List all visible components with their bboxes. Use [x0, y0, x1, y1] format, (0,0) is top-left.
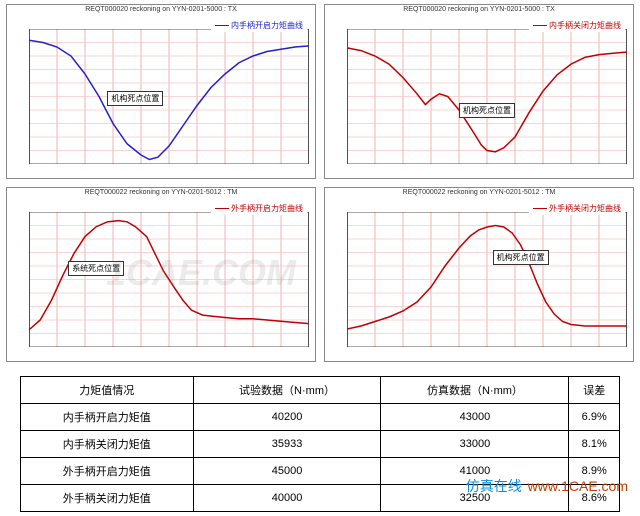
cell-test: 40000: [193, 485, 381, 512]
legend-label: 内手柄开启力矩曲线: [231, 21, 303, 30]
footer-url: www.1CAE.com: [528, 478, 628, 494]
col-header: 试验数据（N·mm）: [193, 377, 381, 404]
chart-frame: REQT000020 reckoning on YYN-0201-5000 : …: [6, 4, 316, 179]
chart-legend: 内手柄关闭力矩曲线: [529, 19, 625, 32]
dead-point-label: 机构死点位置: [493, 250, 549, 265]
cell-err: 6.9%: [569, 404, 620, 431]
chart-legend: 外手柄关闭力矩曲线: [529, 202, 625, 215]
legend-swatch: [533, 208, 547, 209]
table-row: 内手柄关闭力矩值 35933 33000 8.1%: [21, 431, 620, 458]
chart-frame: REQT000022 reckoning on YYN-0201-5012 : …: [324, 187, 634, 362]
legend-swatch: [215, 208, 229, 209]
chart-outer-close: REQT000022 reckoning on YYN-0201-5012 : …: [324, 187, 634, 362]
chart-svg: [29, 212, 309, 347]
plot-area: 机构死点位置: [347, 29, 627, 164]
chart-svg: [29, 29, 309, 164]
chart-caption: REQT000022 reckoning on YYN-0201-5012 : …: [7, 188, 315, 198]
cell-test: 35933: [193, 431, 381, 458]
dead-point-label: 机构死点位置: [459, 103, 515, 118]
legend-label: 内手柄关闭力矩曲线: [549, 21, 621, 30]
chart-svg: [347, 212, 627, 347]
col-header: 仿真数据（N·mm）: [381, 377, 569, 404]
cell-test: 45000: [193, 458, 381, 485]
footer-cn: 仿真在线: [466, 478, 522, 494]
mechanism-label: 系统死点位置: [68, 261, 124, 276]
chart-caption: REQT000020 reckoning on YYN-0201-5000 : …: [7, 5, 315, 15]
table-header-row: 力矩值情况 试验数据（N·mm） 仿真数据（N·mm） 误差: [21, 377, 620, 404]
chart-legend: 内手柄开启力矩曲线: [211, 19, 307, 32]
legend-swatch: [215, 25, 229, 26]
table-row: 内手柄开启力矩值 40200 43000 6.9%: [21, 404, 620, 431]
cell-test: 40200: [193, 404, 381, 431]
cell-sim: 43000: [381, 404, 569, 431]
plot-area: 机构死点位置: [347, 212, 627, 347]
chart-caption: REQT000022 reckoning on YYN-0201-5012 : …: [325, 188, 633, 198]
chart-caption: REQT000020 reckoning on YYN-0201-5000 : …: [325, 5, 633, 15]
plot-area: 系统死点位置: [29, 212, 309, 347]
chart-legend: 外手柄开启力矩曲线: [211, 202, 307, 215]
cell-label: 内手柄开启力矩值: [21, 404, 194, 431]
legend-swatch: [533, 25, 547, 26]
chart-outer-open: REQT000022 reckoning on YYN-0201-5012 : …: [6, 187, 316, 362]
charts-grid: REQT000020 reckoning on YYN-0201-5000 : …: [0, 0, 640, 366]
col-header: 误差: [569, 377, 620, 404]
legend-label: 外手柄开启力矩曲线: [231, 204, 303, 213]
dead-point-label: 机构死点位置: [107, 91, 163, 106]
col-header: 力矩值情况: [21, 377, 194, 404]
cell-label: 内手柄关闭力矩值: [21, 431, 194, 458]
chart-inner-close: REQT000020 reckoning on YYN-0201-5000 : …: [324, 4, 634, 179]
chart-frame: REQT000020 reckoning on YYN-0201-5000 : …: [324, 4, 634, 179]
chart-svg: [347, 29, 627, 164]
cell-label: 外手柄关闭力矩值: [21, 485, 194, 512]
cell-sim: 33000: [381, 431, 569, 458]
cell-err: 8.1%: [569, 431, 620, 458]
legend-label: 外手柄关闭力矩曲线: [549, 204, 621, 213]
footer-brand: 仿真在线 www.1CAE.com: [466, 476, 628, 496]
cell-label: 外手柄开启力矩值: [21, 458, 194, 485]
chart-frame: REQT000022 reckoning on YYN-0201-5012 : …: [6, 187, 316, 362]
chart-inner-open: REQT000020 reckoning on YYN-0201-5000 : …: [6, 4, 316, 179]
plot-area: 机构死点位置: [29, 29, 309, 164]
